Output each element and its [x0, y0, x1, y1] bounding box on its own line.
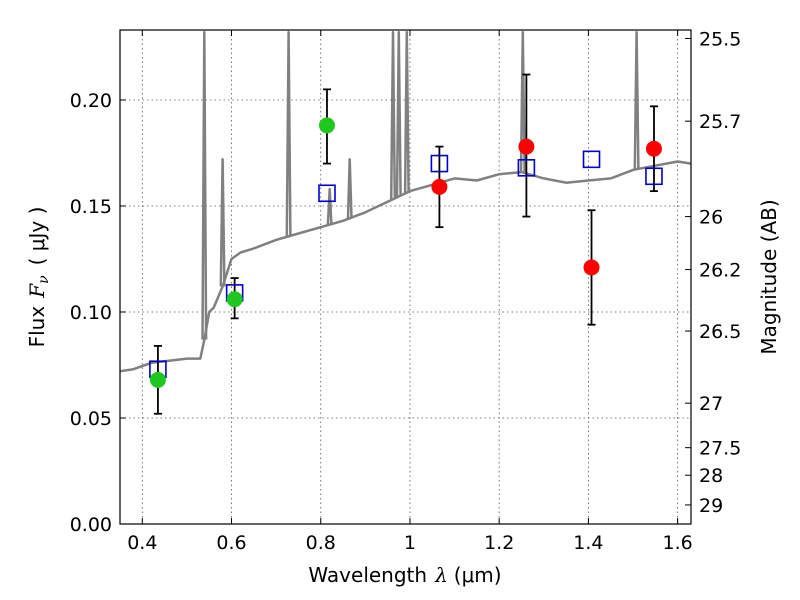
- red-data-point: [583, 259, 600, 276]
- y2-tick-label: 27.5: [699, 438, 741, 460]
- y-tick-label: 0.15: [70, 196, 112, 218]
- y2-tick-label: 29: [699, 495, 723, 517]
- model-emission-line: [389, 30, 397, 200]
- plot-frame: [119, 29, 692, 525]
- y-axis-label-unit: ( μJy ): [25, 207, 49, 266]
- y2-tick-label: 25.7: [699, 111, 741, 133]
- y-tick-label: 0.10: [70, 302, 112, 324]
- y-axis-label-subscript: ν: [36, 275, 52, 284]
- axis-ticks: 0.4 0.6 0.8 1 1.2 1.4 1.6 0.00 0.05 0.10 0.15 0.20 2…: [70, 28, 742, 554]
- y-tick-label: 0.05: [70, 408, 112, 430]
- model-continuum-line: [119, 160, 692, 373]
- y-axis-label: Flux Fν ( μJy ): [25, 207, 52, 348]
- red-data-point: [431, 178, 448, 195]
- model-emission-line: [403, 30, 410, 193]
- y2-tick-label: 28: [699, 465, 723, 487]
- model-emission-line: [285, 30, 292, 237]
- model-square-point: [430, 154, 449, 173]
- model-emission-line: [395, 30, 402, 197]
- y2-tick-label: 26.5: [699, 321, 741, 343]
- x-tick-label: 1.2: [484, 532, 514, 554]
- x-tick-label: 0.4: [127, 532, 157, 554]
- y-axis-label-symbol: F: [25, 283, 49, 299]
- x-tick-label: 1.6: [663, 532, 693, 554]
- y-tick-label: 0.20: [70, 90, 112, 112]
- x-tick-label: 0.6: [216, 532, 246, 554]
- model-emission-line: [326, 187, 333, 225]
- red-data-point: [518, 138, 535, 155]
- model-emission-line: [519, 30, 526, 173]
- model-emission-line: [633, 30, 640, 170]
- model-emission-line: [219, 158, 226, 287]
- y2-tick-label: 27: [699, 393, 723, 415]
- green-data-point: [318, 117, 335, 134]
- y-axis-label-prefix: Flux: [25, 306, 49, 348]
- model-emission-line: [201, 30, 208, 340]
- x-tick-label: 1.4: [573, 532, 603, 554]
- x-tick-label: 1: [404, 532, 416, 554]
- y2-tick-label: 25.5: [699, 28, 741, 50]
- x-axis-label: Wavelength λ (μm): [308, 563, 501, 587]
- model-square-point: [318, 184, 336, 203]
- x-axis-label-unit: (μm): [454, 563, 502, 587]
- x-axis-label-symbol: λ: [434, 563, 448, 587]
- data-points: [149, 73, 663, 415]
- green-data-point: [226, 291, 243, 308]
- model-square-point: [582, 150, 601, 169]
- green-data-point: [149, 371, 166, 388]
- y2-tick-label: 26.2: [699, 260, 741, 282]
- y2-tick-label: 26: [699, 207, 723, 229]
- model-spectrum: [119, 30, 692, 373]
- x-tick-label: 0.8: [306, 532, 336, 554]
- model-emission-line: [346, 158, 353, 219]
- model-square-point: [517, 159, 536, 177]
- model-square-point: [645, 167, 663, 186]
- y2-axis-label: Magnitude (AB): [757, 199, 781, 354]
- y-tick-label: 0.00: [70, 514, 112, 536]
- x-axis-label-prefix: Wavelength: [308, 563, 427, 587]
- red-data-point: [645, 140, 662, 157]
